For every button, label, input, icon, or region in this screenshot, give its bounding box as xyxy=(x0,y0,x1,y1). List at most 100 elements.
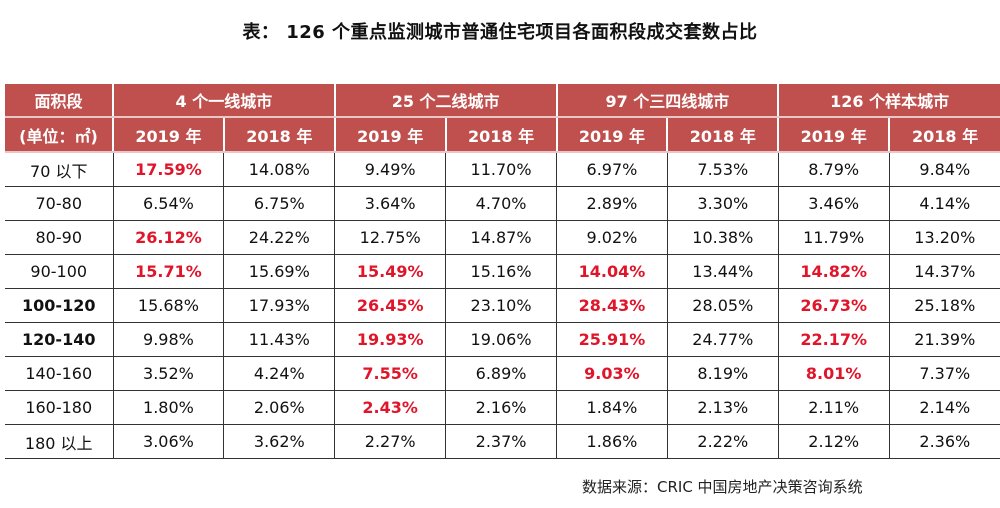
row-label: 160-180 xyxy=(5,390,113,425)
table-cell: 4.24% xyxy=(223,356,335,391)
table-cell: 3.62% xyxy=(223,424,335,459)
table-cell: 11.79% xyxy=(777,220,890,255)
table-cell: 26.12% xyxy=(112,220,224,255)
table-cell: 23.10% xyxy=(445,288,557,323)
table-cell: 2.14% xyxy=(888,390,1000,425)
table-row: 160-180 1.80% 2.06% 2.43% 2.16% 1.84% 2.13% 2.1… xyxy=(5,390,1000,425)
table-cell: 2.27% xyxy=(334,424,446,459)
table-cell: 9.84% xyxy=(888,152,1000,187)
header-group-tier2: 25 个二线城市 xyxy=(333,84,557,118)
table-cell: 25.18% xyxy=(888,288,1000,323)
table-cell: 9.02% xyxy=(556,220,668,255)
table-cell: 9.49% xyxy=(334,152,446,187)
table-cell: 15.68% xyxy=(112,288,224,323)
table-cell: 1.86% xyxy=(556,424,668,459)
row-label: 70-80 xyxy=(5,186,113,221)
table-cell: 2.43% xyxy=(334,390,446,425)
table-cell: 24.22% xyxy=(223,220,335,255)
header-year: 2019 年 xyxy=(555,117,668,153)
table-cell: 8.79% xyxy=(777,152,890,187)
table-cell: 6.75% xyxy=(223,186,335,221)
table-row: 90-100 15.71% 15.69% 15.49% 15.16% 14.04% 13.4… xyxy=(5,254,1000,289)
table-cell: 6.97% xyxy=(556,152,668,187)
table-cell: 15.49% xyxy=(334,254,446,289)
table-cell: 2.37% xyxy=(445,424,557,459)
header-year: 2018 年 xyxy=(666,117,779,153)
table-cell: 2.16% xyxy=(445,390,557,425)
table-cell: 17.93% xyxy=(223,288,335,323)
table-cell: 1.84% xyxy=(556,390,668,425)
table-row: 180 以上 3.06% 3.62% 2.27% 2.37% 1.86% 2.22% 2.12… xyxy=(5,424,1000,459)
header-year: 2019 年 xyxy=(112,117,224,153)
table-cell: 7.37% xyxy=(888,356,1000,391)
source-note: 数据来源：CRIC 中国房地产决策咨询系统 xyxy=(582,478,863,496)
table-cell: 6.54% xyxy=(112,186,224,221)
table-cell: 3.30% xyxy=(666,186,779,221)
table-row: 80-90 26.12% 24.22% 12.75% 14.87% 9.02% 10.38%… xyxy=(5,220,1000,255)
table-body: 70 以下 17.59% 14.08% 9.49% 11.70% 6.97% 7.53% 8.… xyxy=(5,152,1000,459)
header-row-years: (单位：㎡) 2019 年 2018 年 2019 年 2018 年 2019 … xyxy=(5,117,1000,153)
table-cell: 28.43% xyxy=(556,288,668,323)
table-cell: 14.87% xyxy=(445,220,557,255)
table-cell: 9.98% xyxy=(112,322,224,357)
table-cell: 26.45% xyxy=(334,288,446,323)
table-cell: 13.44% xyxy=(666,254,779,289)
area-share-table: 面积段 4 个一线城市 25 个二线城市 97 个三四线城市 126 个样本城市… xyxy=(5,84,1000,459)
header-year: 2019 年 xyxy=(333,117,446,153)
table-cell: 2.12% xyxy=(777,424,890,459)
table-cell: 15.16% xyxy=(445,254,557,289)
table-cell: 8.19% xyxy=(666,356,779,391)
table-cell: 11.70% xyxy=(445,152,557,187)
table-cell: 10.38% xyxy=(666,220,779,255)
table-cell: 8.01% xyxy=(777,356,890,391)
table-cell: 9.03% xyxy=(556,356,668,391)
table-cell: 14.37% xyxy=(888,254,1000,289)
table-cell: 12.75% xyxy=(334,220,446,255)
table-cell: 2.22% xyxy=(666,424,779,459)
table-cell: 4.70% xyxy=(445,186,557,221)
table-cell: 7.55% xyxy=(334,356,446,391)
table-cell: 15.69% xyxy=(223,254,335,289)
table-cell: 15.71% xyxy=(112,254,224,289)
table-row: 70-80 6.54% 6.75% 3.64% 4.70% 2.89% 3.30% 3.46%… xyxy=(5,186,1000,221)
table-cell: 2.06% xyxy=(223,390,335,425)
table-row: 140-160 3.52% 4.24% 7.55% 6.89% 9.03% 8.19% 8.0… xyxy=(5,356,1000,391)
header-year: 2018 年 xyxy=(444,117,557,153)
row-label: 80-90 xyxy=(5,220,113,255)
table-cell: 2.89% xyxy=(556,186,668,221)
table-cell: 2.11% xyxy=(777,390,890,425)
table-title: 表： 126 个重点监测城市普通住宅项目各面积段成交套数占比 xyxy=(242,22,758,43)
row-label: 90-100 xyxy=(5,254,113,289)
table-cell: 21.39% xyxy=(888,322,1000,357)
table-cell: 19.06% xyxy=(445,322,557,357)
header-year: 2018 年 xyxy=(222,117,335,153)
table-cell: 4.14% xyxy=(888,186,1000,221)
table-cell: 1.80% xyxy=(112,390,224,425)
header-group-all: 126 个样本城市 xyxy=(777,84,1000,118)
table-cell: 6.89% xyxy=(445,356,557,391)
table-row: 120-140 9.98% 11.43% 19.93% 19.06% 25.91% 24.7… xyxy=(5,322,1000,357)
header-group-tier1: 4 个一线城市 xyxy=(112,84,335,118)
table-cell: 14.04% xyxy=(556,254,668,289)
row-label: 70 以下 xyxy=(5,152,113,187)
header-year: 2019 年 xyxy=(777,117,890,153)
table-cell: 3.06% xyxy=(112,424,224,459)
table-cell: 11.43% xyxy=(223,322,335,357)
table-cell: 19.93% xyxy=(334,322,446,357)
table-cell: 3.52% xyxy=(112,356,224,391)
table-cell: 2.13% xyxy=(666,390,779,425)
table-cell: 7.53% xyxy=(666,152,779,187)
table-cell: 2.36% xyxy=(888,424,1000,459)
row-label: 100-120 xyxy=(5,288,113,323)
table-cell: 3.64% xyxy=(334,186,446,221)
row-label: 180 以上 xyxy=(5,424,113,459)
table-cell: 28.05% xyxy=(666,288,779,323)
table-cell: 13.20% xyxy=(888,220,1000,255)
table-cell: 24.77% xyxy=(666,322,779,357)
header-row-groups: 面积段 4 个一线城市 25 个二线城市 97 个三四线城市 126 个样本城市 xyxy=(5,84,1000,118)
table-cell: 14.08% xyxy=(223,152,335,187)
table-cell: 3.46% xyxy=(777,186,890,221)
table-cell: 14.82% xyxy=(777,254,890,289)
table-row: 100-120 15.68% 17.93% 26.45% 23.10% 28.43% 28.… xyxy=(5,288,1000,323)
header-unit: (单位：㎡) xyxy=(5,117,113,153)
